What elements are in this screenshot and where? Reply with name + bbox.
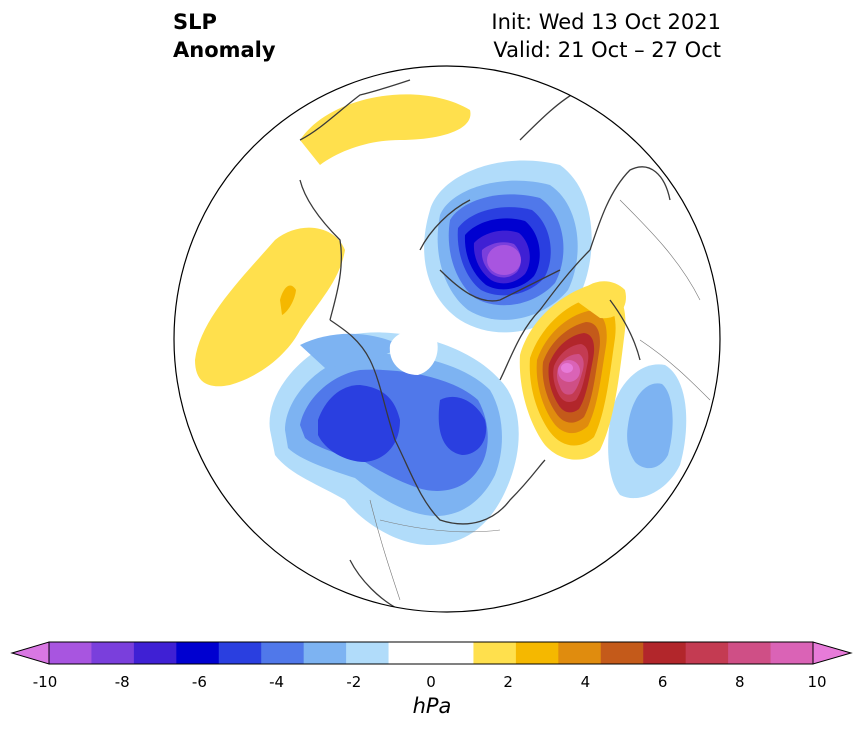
borders [369,199,711,601]
colorbar-cell [218,642,262,664]
colorbar-cell [176,642,220,664]
init-date: Init: Wed 13 Oct 2021 [491,10,721,34]
colorbar-tick-label: 0 [426,673,436,691]
forecast-dates: Init: Wed 13 Oct 2021 Valid: 21 Oct – 27… [491,8,721,64]
colorbar-tick-label: -2 [346,673,362,691]
colorbar-cell [49,642,92,664]
colorbar-tick-label: -6 [191,673,207,691]
map-title: SLP Anomaly [173,8,276,64]
colorbar-cell [133,642,177,664]
anomaly-positive-west [195,227,345,387]
anomaly-positive-north [300,94,471,165]
colorbar-tick-label: 10 [807,673,827,691]
colorbar-cell [770,642,814,664]
colorbar-cell [303,642,347,664]
colorbar-extend-max [812,641,853,665]
anomaly-positive-west-inner [280,285,296,315]
colorbar-tick-label: -10 [32,673,58,691]
colorbar [10,641,853,665]
colorbar-tick-label: -8 [114,673,130,691]
map-boundary [173,65,721,613]
colorbar-tick-label: 8 [735,673,745,691]
colorbar-tick-label: 4 [580,673,591,691]
colorbar-tick-label: -4 [269,673,285,691]
valid-range: Valid: 21 Oct – 27 Oct [493,38,721,62]
title-line-1: SLP [173,10,217,34]
colorbar-tick-label: 2 [503,673,513,691]
colorbar-cell [600,642,644,664]
colorbar-cell [431,642,474,664]
colorbar-extend-min [10,641,50,665]
colorbar-cell [346,642,390,664]
colorbar-cell [388,642,432,664]
colorbar-cell [473,642,517,664]
polar-map [173,65,721,613]
colorbar-cell [91,642,135,664]
colorbar-cell [261,642,305,664]
colorbar-tick-label: 6 [657,673,668,691]
colorbar-unit-label: hPa [412,694,452,718]
colorbar-cell [685,642,729,664]
colorbar-cell [728,642,772,664]
colorbar-cell [515,642,559,664]
title-line-2: Anomaly [173,38,276,62]
colorbar-cell [558,642,602,664]
colorbar-cell [643,642,687,664]
